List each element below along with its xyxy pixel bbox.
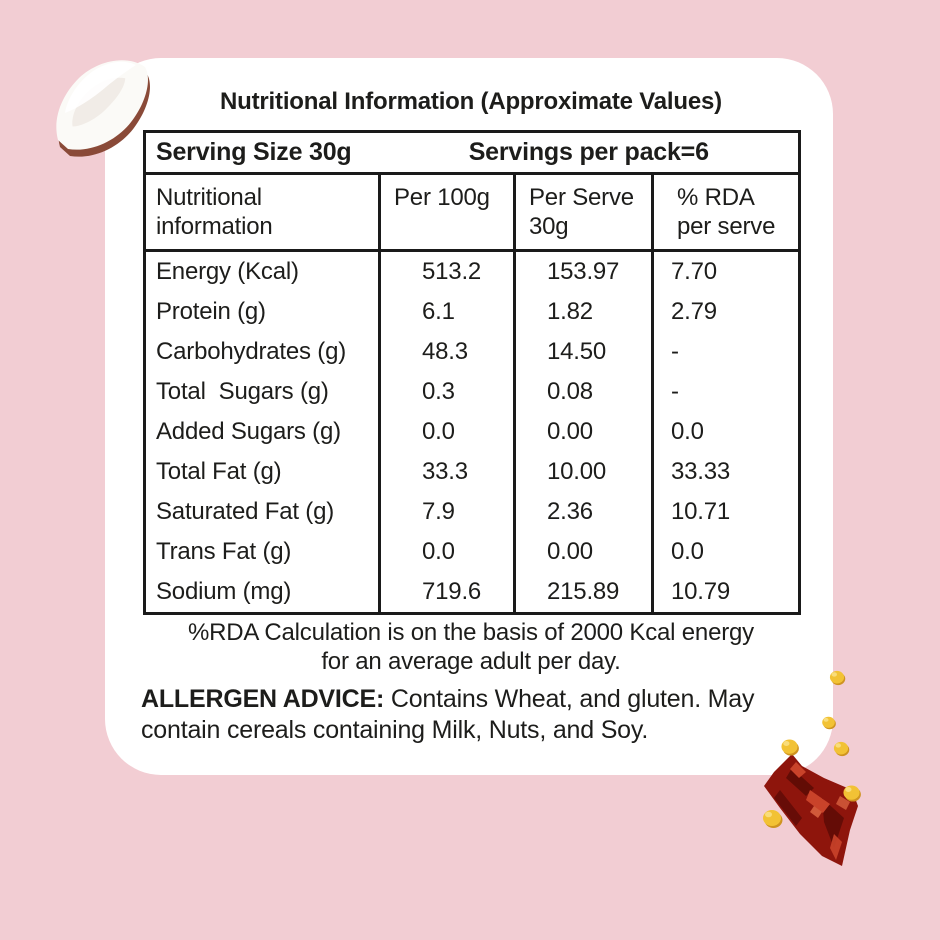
nutrient-name-cell: Trans Fat (g): [156, 538, 292, 565]
rda-footnote-line1: %RDA Calculation is on the basis of 2000…: [188, 619, 754, 646]
rda-value-cell: 10.79: [651, 572, 800, 614]
per-100g-value-cell: 0.0: [378, 532, 515, 572]
nutrient-name-cell: Total Fat (g): [156, 458, 282, 485]
table-row-column-headers: Nutritional information Per 100g Per Ser…: [144, 173, 800, 252]
table-row: Protein (g) 6.1 1.82 2.79: [145, 292, 800, 332]
table-row: Energy (Kcal) 513.2 153.97 7.70: [145, 250, 800, 292]
corn-bit-icon: [763, 810, 783, 828]
table-row-serving: Serving Size 30g Servings per pack=6: [144, 131, 800, 175]
corn-bit-icon: [833, 741, 850, 757]
rda-footnote-line2: for an average adult per day.: [321, 648, 621, 675]
per-serve-value-cell: 2.36: [513, 492, 653, 532]
per-100g-value-cell: 0.0: [378, 412, 515, 452]
nutrient-name-cell: Total Sugars (g): [156, 378, 329, 405]
column-header-per-serve: Per Serve 30g: [513, 173, 653, 252]
allergen-advice-label: ALLERGEN ADVICE:: [141, 685, 385, 713]
nutrition-table-body: Energy (Kcal) 513.2 153.97 7.70 Protein (g) 6…: [145, 250, 800, 614]
per-serve-value-cell: 0.08: [513, 372, 653, 412]
table-row: Total Sugars (g) 0.3 0.08-: [145, 372, 800, 412]
nutrient-name-cell: Sodium (mg): [156, 578, 292, 605]
page-title: Nutritional Information (Approximate Val…: [220, 88, 722, 115]
rda-footnote: %RDA Calculation is on the basis of 2000…: [143, 618, 799, 676]
per-serve-value-cell: 215.89: [513, 572, 653, 614]
per-100g-value-cell: 33.3: [378, 452, 515, 492]
per-100g-value-cell: 0.3: [378, 372, 515, 412]
nutrient-name-cell: Added Sugars (g): [156, 418, 341, 445]
per-serve-value-cell: 153.97: [513, 250, 653, 292]
servings-per-pack-label: Servings per pack=6: [379, 131, 800, 175]
chili-highlight: [830, 834, 842, 860]
per-100g-value-cell: 513.2: [378, 250, 515, 292]
per-serve-value-cell: 10.00: [513, 452, 653, 492]
per-100g-value-cell: 6.1: [378, 292, 515, 332]
rda-value-cell: 2.79: [651, 292, 800, 332]
table-row: Sodium (mg) 719.6 215.89 10.79: [145, 572, 800, 614]
nutrient-name-cell: Protein (g): [156, 298, 266, 325]
nutrient-name-cell: Energy (Kcal): [156, 258, 299, 285]
rda-value-cell: 0.0: [651, 532, 800, 572]
per-serve-value-cell: 0.00: [513, 532, 653, 572]
serving-size-label: Serving Size 30g: [144, 131, 380, 175]
rda-value-cell: 7.70: [651, 250, 800, 292]
rda-value-cell: 33.33: [651, 452, 800, 492]
chili-crease: [774, 790, 802, 826]
column-header-per-100g: Per 100g: [378, 173, 515, 252]
nutrient-name-cell: Saturated Fat (g): [156, 498, 335, 525]
rda-value-cell: -: [651, 332, 800, 372]
nutrition-table: Serving Size 30g Servings per pack=6 Nut…: [143, 130, 801, 615]
per-100g-value-cell: 48.3: [378, 332, 515, 372]
corn-bit-icon: [843, 785, 861, 802]
chili-glint: [836, 796, 850, 810]
table-row: Carbohydrates (g) 48.3 14.50-: [145, 332, 800, 372]
table-row: Added Sugars (g) 0.0 0.00 0.0: [145, 412, 800, 452]
per-100g-value-cell: 719.6: [378, 572, 515, 614]
per-serve-value-cell: 1.82: [513, 292, 653, 332]
chili-glint: [810, 806, 822, 818]
column-header-nutritional-information: Nutritional information: [144, 173, 380, 252]
table-row: Saturated Fat (g) 7.9 2.36 10.71: [145, 492, 800, 532]
table-row: Trans Fat (g) 0.0 0.00 0.0: [145, 532, 800, 572]
nutrient-name-cell: Carbohydrates (g): [156, 338, 347, 365]
rda-value-cell: 10.71: [651, 492, 800, 532]
chili-highlight: [806, 790, 830, 813]
column-header-rda-per-serve: % RDA per serve: [651, 173, 800, 252]
per-serve-value-cell: 14.50: [513, 332, 653, 372]
nutrition-card: Nutritional Information (Approximate Val…: [105, 58, 833, 775]
rda-value-cell: 0.0: [651, 412, 800, 452]
allergen-advice: ALLERGEN ADVICE: Contains Wheat, and glu…: [141, 684, 809, 746]
rda-value-cell: -: [651, 372, 800, 412]
allergen-advice-text: Contains Wheat, and gluten. May contain …: [141, 685, 755, 744]
per-100g-value-cell: 7.9: [378, 492, 515, 532]
per-serve-value-cell: 0.00: [513, 412, 653, 452]
table-row: Total Fat (g) 33.3 10.00 33.33: [145, 452, 800, 492]
chili-crease: [822, 798, 844, 848]
